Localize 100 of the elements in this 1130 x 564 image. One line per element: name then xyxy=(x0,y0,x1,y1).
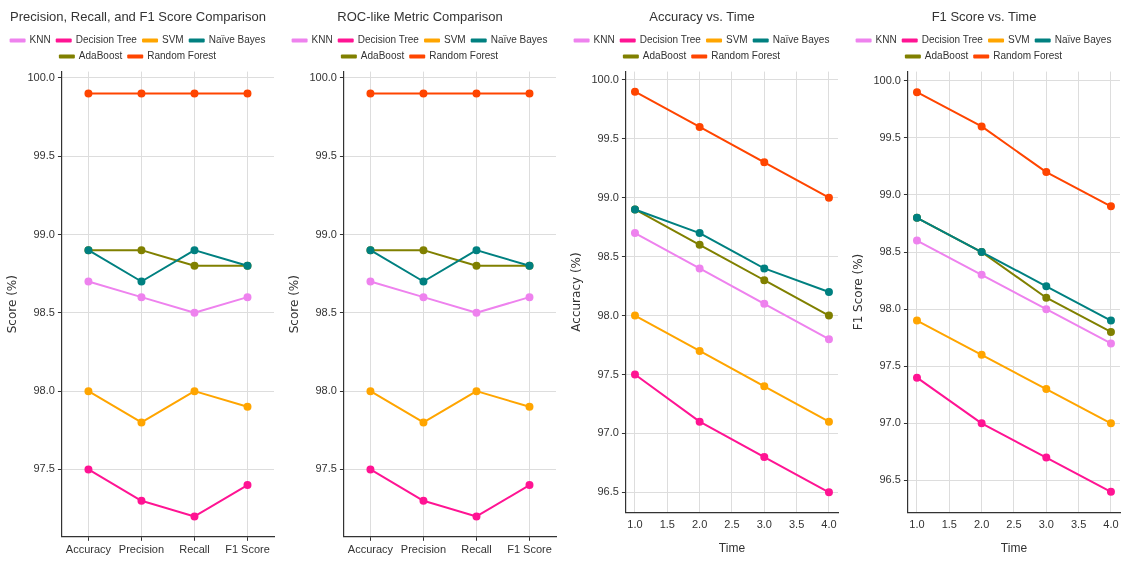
legend-label: Random Forest xyxy=(429,50,499,62)
y-tick-label: 99.5 xyxy=(597,131,619,144)
point xyxy=(1042,168,1051,177)
x-tick-label: Recall xyxy=(179,543,210,556)
x-tick-label: Accuracy xyxy=(65,543,112,556)
point xyxy=(84,387,93,396)
point xyxy=(912,88,921,97)
legend-label: KNN xyxy=(593,34,615,46)
x-tick-label: Precision xyxy=(400,543,447,556)
x-tick-label: 3.5 xyxy=(788,518,805,531)
point xyxy=(472,387,481,396)
point xyxy=(472,246,481,255)
point xyxy=(695,417,704,426)
point xyxy=(695,346,704,355)
legend-label: Decision Tree xyxy=(357,34,420,46)
point xyxy=(760,276,769,285)
x-tick-label: F1 Score xyxy=(507,543,552,556)
point xyxy=(84,465,93,474)
y-tick-label: 98.0 xyxy=(879,302,901,315)
x-tick-label: 2.0 xyxy=(691,518,708,531)
legend-label: SVM xyxy=(726,34,748,46)
y-tick-label: 98.5 xyxy=(315,305,337,318)
point xyxy=(912,373,921,382)
legend-label: SVM xyxy=(162,34,184,46)
x-tick-label: 3.0 xyxy=(756,518,772,531)
point xyxy=(1106,327,1115,336)
y-tick-label: 99.5 xyxy=(33,149,55,162)
point xyxy=(137,418,146,427)
point xyxy=(912,316,921,325)
x-tick-label: Precision xyxy=(118,543,165,556)
point xyxy=(243,402,252,411)
y-tick-label: 100.0 xyxy=(591,72,619,85)
point xyxy=(630,311,639,320)
y-tick-label: 99.0 xyxy=(597,190,619,203)
point xyxy=(630,370,639,379)
point xyxy=(760,382,769,391)
legend-label: Decision Tree xyxy=(75,34,138,46)
point xyxy=(760,453,769,462)
y-tick-label: 96.5 xyxy=(597,485,619,498)
y-tick-label: 98.5 xyxy=(597,249,619,262)
point xyxy=(824,488,833,497)
point xyxy=(472,512,481,521)
point xyxy=(137,89,146,98)
point xyxy=(419,277,428,286)
chart-title: Precision, Recall, and F1 Score Comparison xyxy=(10,9,266,25)
legend-label: Naïve Bayes xyxy=(490,34,548,46)
point xyxy=(525,481,534,490)
y-tick-label: 99.5 xyxy=(315,149,337,162)
point xyxy=(419,496,428,505)
x-tick-label: 3.5 xyxy=(1070,518,1087,531)
y-tick-label: 97.5 xyxy=(33,462,55,475)
point xyxy=(137,246,146,255)
x-tick-label: F1 Score xyxy=(225,543,270,556)
point xyxy=(243,481,252,490)
legend-label: Random Forest xyxy=(993,50,1063,62)
x-tick-label: 2.0 xyxy=(973,518,990,531)
point xyxy=(1106,419,1115,428)
x-tick-label: 1.0 xyxy=(909,518,925,531)
x-tick-label: 1.5 xyxy=(659,518,675,531)
x-tick-label: Recall xyxy=(461,543,492,556)
point xyxy=(190,512,199,521)
y-tick-label: 96.5 xyxy=(879,473,901,486)
legend-label: KNN xyxy=(311,34,333,46)
y-axis-title: Score (%) xyxy=(287,275,302,334)
point xyxy=(1042,385,1051,394)
y-axis-title: Accuracy (%) xyxy=(569,252,584,332)
point xyxy=(472,261,481,270)
point xyxy=(525,402,534,411)
x-tick-label: 2.5 xyxy=(724,518,740,531)
point xyxy=(977,350,986,359)
x-axis-title: Time xyxy=(718,541,746,556)
x-tick-label: 3.0 xyxy=(1038,518,1054,531)
y-tick-label: 99.0 xyxy=(315,227,337,240)
point xyxy=(1042,293,1051,302)
point xyxy=(1106,316,1115,325)
point xyxy=(760,264,769,273)
x-tick-label: 4.0 xyxy=(1103,518,1119,531)
legend-label: Naïve Bayes xyxy=(772,34,830,46)
x-axis-title: Time xyxy=(1000,541,1028,556)
point xyxy=(630,229,639,238)
y-tick-label: 97.5 xyxy=(597,367,619,380)
legend-label: Decision Tree xyxy=(639,34,702,46)
y-tick-label: 97.0 xyxy=(879,416,901,429)
y-tick-label: 98.0 xyxy=(315,384,337,397)
x-tick-label: 1.5 xyxy=(941,518,957,531)
x-tick-label: 4.0 xyxy=(821,518,837,531)
legend-label: AdaBoost xyxy=(78,50,123,62)
legend-label: KNN xyxy=(29,34,51,46)
y-tick-label: 100.0 xyxy=(309,70,337,83)
point xyxy=(977,122,986,131)
point xyxy=(190,261,199,270)
point xyxy=(525,293,534,302)
y-tick-label: 97.5 xyxy=(315,462,337,475)
point xyxy=(190,308,199,317)
point xyxy=(419,293,428,302)
point xyxy=(1042,305,1051,314)
point xyxy=(824,311,833,320)
y-tick-label: 99.5 xyxy=(879,130,901,143)
point xyxy=(366,387,375,396)
point xyxy=(695,123,704,131)
